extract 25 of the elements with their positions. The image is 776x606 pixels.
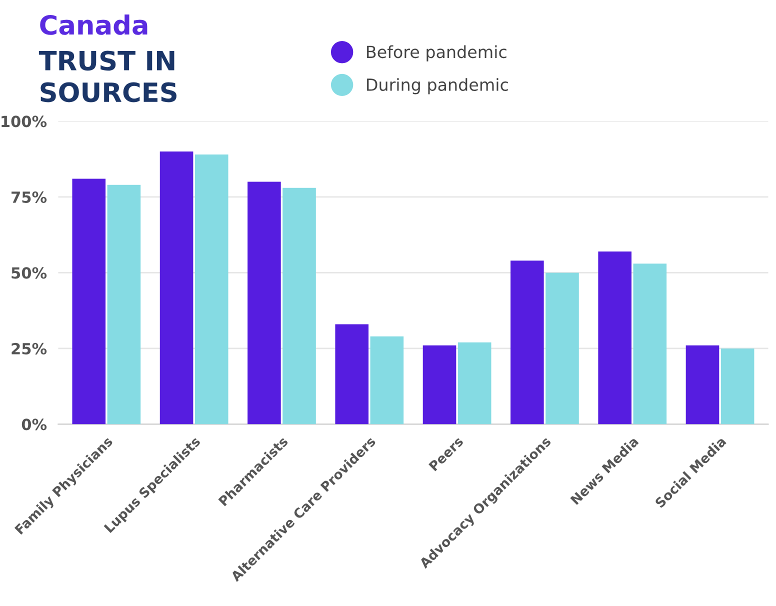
- legend-label: During pandemic: [367, 78, 508, 94]
- bar: [160, 152, 194, 424]
- bar: [282, 188, 316, 424]
- chart-title: Canada: [40, 14, 148, 35]
- bar: [458, 342, 492, 424]
- bar: [633, 264, 667, 424]
- legend-label: Before pandemic: [367, 45, 506, 62]
- bar: [510, 260, 544, 424]
- bar: [720, 348, 754, 424]
- bar: [686, 345, 720, 424]
- y-tick-label: 50%: [12, 267, 47, 279]
- bar: [107, 184, 141, 424]
- bar: [546, 272, 579, 424]
- y-tick-label: 25%: [12, 342, 47, 354]
- chart-subtitle: TRUST IN SOURCES: [38, 50, 176, 102]
- bar: [335, 324, 369, 424]
- bar: [598, 251, 632, 424]
- bar: [370, 336, 404, 424]
- bar: [72, 178, 106, 424]
- y-tick-label: 0%: [22, 418, 47, 430]
- bar: [194, 154, 228, 424]
- bar: [422, 345, 456, 424]
- bar: [248, 182, 281, 424]
- y-tick-label: 75%: [12, 191, 47, 203]
- y-tick-label: 100%: [2, 116, 47, 128]
